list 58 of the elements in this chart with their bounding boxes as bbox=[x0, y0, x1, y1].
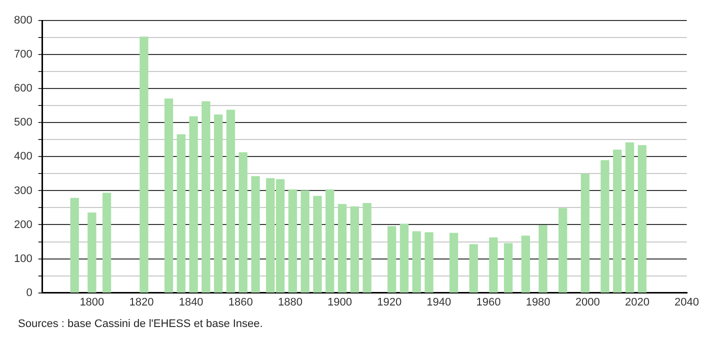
y-tick-label: 300 bbox=[14, 184, 32, 197]
x-tick-label: 2000 bbox=[575, 296, 600, 308]
bar bbox=[300, 190, 310, 293]
bar bbox=[140, 36, 148, 293]
bar bbox=[202, 101, 210, 293]
bar bbox=[580, 174, 590, 293]
bar bbox=[70, 198, 79, 293]
y-tick-label: 700 bbox=[14, 48, 32, 61]
bar bbox=[326, 189, 334, 293]
x-tick-label: 1940 bbox=[426, 296, 452, 308]
x-tick-label: 2040 bbox=[674, 296, 700, 308]
bar bbox=[288, 189, 298, 293]
bar bbox=[558, 208, 568, 293]
x-tick-label: 1900 bbox=[328, 296, 352, 308]
y-tick-label: 500 bbox=[14, 116, 32, 129]
bar bbox=[238, 152, 248, 293]
x-tick-label: 2020 bbox=[624, 296, 650, 308]
bar bbox=[600, 160, 610, 293]
x-tick-label: 1980 bbox=[526, 296, 550, 308]
bar bbox=[400, 224, 409, 293]
x-tick-label: 1920 bbox=[377, 296, 402, 308]
y-tick-label: 800 bbox=[14, 14, 32, 27]
bar bbox=[189, 116, 198, 293]
bar bbox=[338, 204, 347, 293]
x-tick-label: 1860 bbox=[228, 296, 253, 308]
bar bbox=[226, 110, 236, 293]
x-tick-label: 1880 bbox=[278, 296, 302, 308]
bar bbox=[102, 192, 112, 293]
bar bbox=[350, 206, 359, 293]
bar bbox=[521, 236, 530, 293]
bar bbox=[638, 145, 646, 293]
bar bbox=[504, 243, 513, 293]
bar bbox=[469, 244, 478, 293]
y-tick-label: 100 bbox=[14, 252, 32, 265]
bar bbox=[424, 232, 434, 293]
bar bbox=[313, 196, 322, 293]
y-tick-label: 200 bbox=[14, 218, 32, 231]
bar bbox=[625, 142, 634, 293]
bar bbox=[88, 212, 96, 293]
bar bbox=[412, 231, 421, 293]
bar bbox=[176, 134, 186, 293]
source-note: Sources : base Cassini de l'EHESS et base Insee. bbox=[18, 318, 264, 330]
y-tick-label: 0 bbox=[26, 286, 32, 299]
y-tick-label: 600 bbox=[14, 82, 32, 95]
x-tick-label: 1820 bbox=[129, 296, 154, 308]
bar bbox=[538, 225, 548, 293]
bar bbox=[613, 150, 622, 293]
bar bbox=[449, 232, 458, 293]
y-tick-label: 400 bbox=[14, 150, 32, 163]
x-tick-label: 1960 bbox=[476, 296, 501, 308]
bar bbox=[251, 176, 260, 293]
bar bbox=[164, 98, 174, 293]
x-tick-label: 1840 bbox=[178, 296, 204, 308]
bar bbox=[387, 226, 396, 293]
x-tick-label: 1800 bbox=[80, 296, 104, 308]
bar bbox=[214, 114, 223, 293]
bar bbox=[489, 237, 498, 293]
bar bbox=[362, 202, 372, 293]
